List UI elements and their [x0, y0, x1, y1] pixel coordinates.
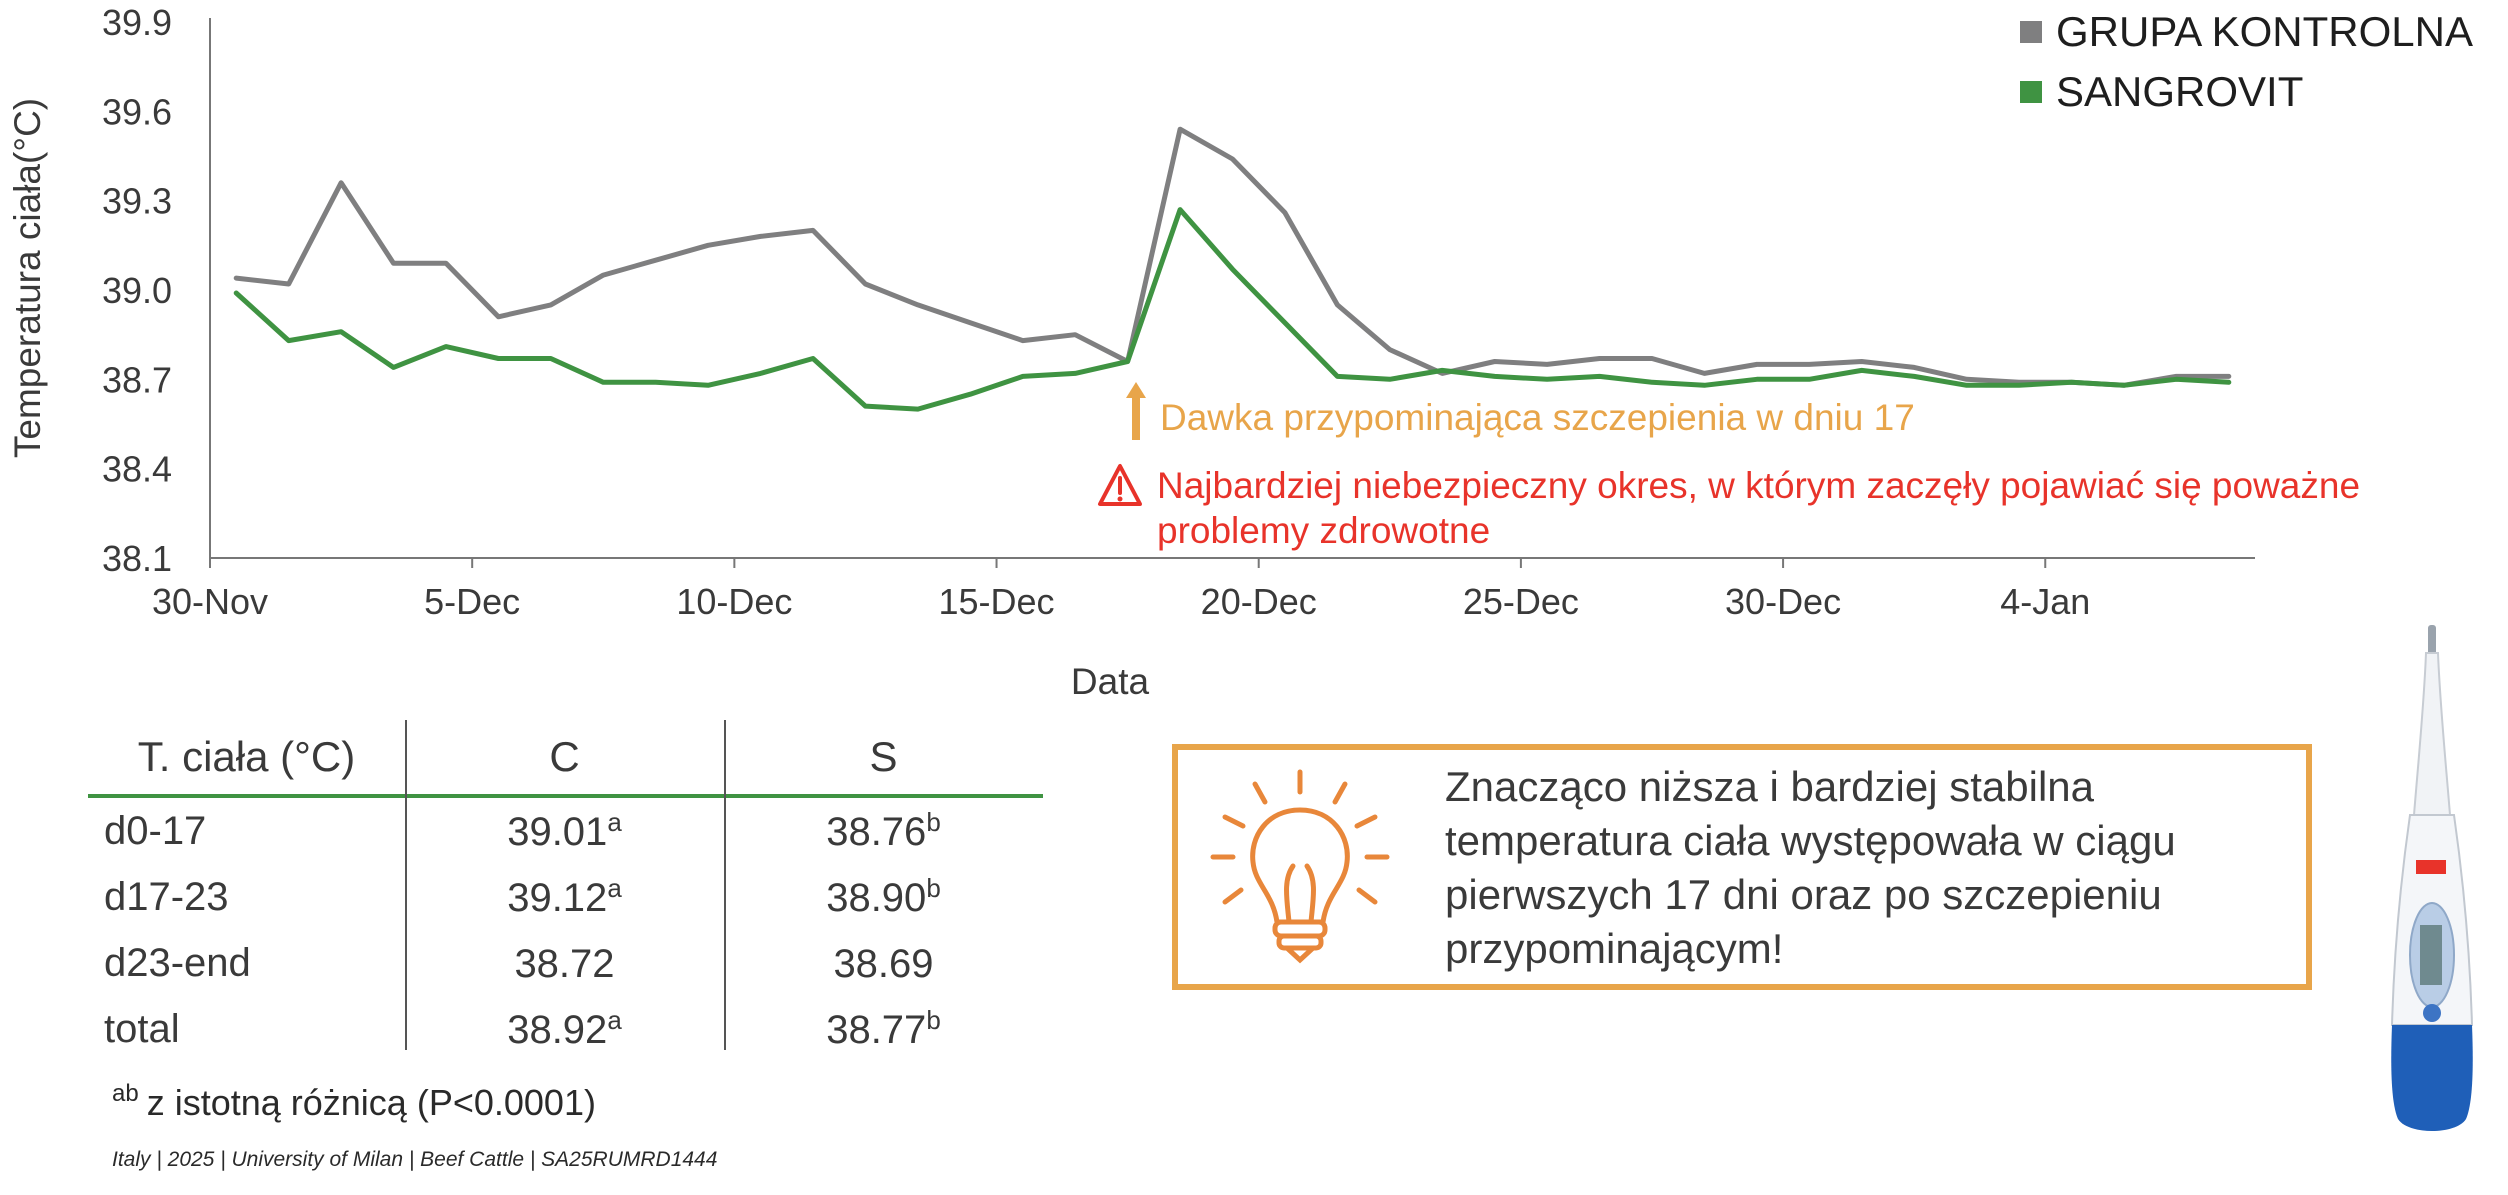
table-header-control: C [549, 733, 580, 780]
x-tick-label: 15-Dec [939, 581, 1055, 622]
legend-label-control: GRUPA KONTROLNA [2056, 8, 2473, 55]
x-tick-label: 4-Jan [2000, 581, 2090, 622]
cell-control: 38.92a [507, 1005, 622, 1052]
lightbulb-icon [1210, 769, 1390, 964]
x-tick-label: 20-Dec [1201, 581, 1317, 622]
x-tick-label: 10-Dec [676, 581, 792, 622]
source-line: Italy | 2025 | University of Milan | Bee… [112, 1148, 718, 1171]
table-header: T. ciała (°C) C S [88, 720, 1043, 798]
row-label: total [104, 1006, 180, 1051]
table-row: d0-17 39.01a 38.76b [88, 798, 1043, 864]
y-tick-label: 39.6 [102, 91, 172, 132]
series-line-control [233, 126, 2232, 388]
warning-icon [1098, 464, 1142, 506]
table-divider-2 [724, 720, 726, 1050]
legend-item-control: GRUPA KONTROLNA [2020, 2, 2473, 62]
table-row: d23-end 38.72 38.69 [88, 930, 1043, 996]
booster-annotation: Dawka przypominająca szczepienia w dniu … [1160, 397, 1915, 438]
summary-table: T. ciała (°C) C S d0-17 39.01a 38.76b d1… [88, 720, 1043, 1062]
cell-sangrovit: 38.76b [826, 807, 941, 854]
line-chart: 38.1 38.4 38.7 39.0 39.3 39.6 39.9 30-Nov 5-Dec 1… [7, 2, 2360, 702]
danger-annotation-line2: problemy zdrowotne [1157, 510, 1490, 551]
cell-sangrovit: 38.69 [833, 942, 934, 986]
x-tick-label: 30-Dec [1725, 581, 1841, 622]
thermometer-icon [2390, 625, 2474, 1131]
x-tick-label: 25-Dec [1463, 581, 1579, 622]
x-axis-title: Data [1071, 661, 1150, 702]
booster-arrow-icon [1126, 382, 1146, 440]
cell-sangrovit: 38.90b [826, 873, 941, 920]
y-tick-label: 39.0 [102, 270, 172, 311]
y-axis-title: Temperatura ciała(°C) [7, 98, 48, 458]
table-row: total 38.92a 38.77b [88, 996, 1043, 1062]
y-tick-label: 38.4 [102, 449, 172, 490]
legend-label-sangrovit: SANGROVIT [2056, 68, 2304, 115]
row-label: d17-23 [104, 874, 229, 919]
danger-annotation-line1: Najbardziej niebezpieczny okres, w który… [1157, 465, 2360, 506]
row-label: d23-end [104, 940, 251, 985]
legend-swatch-sangrovit [2020, 81, 2042, 103]
significance-footnote: ab z istotną różnicą (P<0.0001) [112, 1080, 596, 1123]
conclusion-text: Znacząco niższa i bardziej stabilna temp… [1445, 763, 2176, 972]
row-label: d0-17 [104, 808, 207, 853]
x-tick-label: 5-Dec [424, 581, 520, 622]
cell-control: 39.12a [507, 873, 622, 920]
table-row: d17-23 39.12a 38.90b [88, 864, 1043, 930]
cell-control: 38.72 [514, 942, 615, 986]
x-tick-label: 30-Nov [152, 581, 268, 622]
table-header-sangrovit: S [869, 733, 898, 780]
legend-swatch-control [2020, 21, 2042, 43]
y-tick-label: 39.3 [102, 181, 172, 222]
cell-control: 39.01a [507, 807, 622, 854]
y-tick-label: 39.9 [102, 2, 172, 43]
y-tick-label: 38.1 [102, 538, 172, 579]
y-tick-label: 38.7 [102, 359, 172, 400]
conclusion-box [1172, 744, 2312, 990]
legend-item-sangrovit: SANGROVIT [2020, 62, 2473, 122]
series-line-sangrovit [233, 207, 2232, 412]
table-header-metric: T. ciała (°C) [137, 733, 356, 780]
table-divider-1 [405, 720, 407, 1050]
cell-sangrovit: 38.77b [826, 1005, 941, 1052]
legend: GRUPA KONTROLNA SANGROVIT [2020, 2, 2473, 122]
